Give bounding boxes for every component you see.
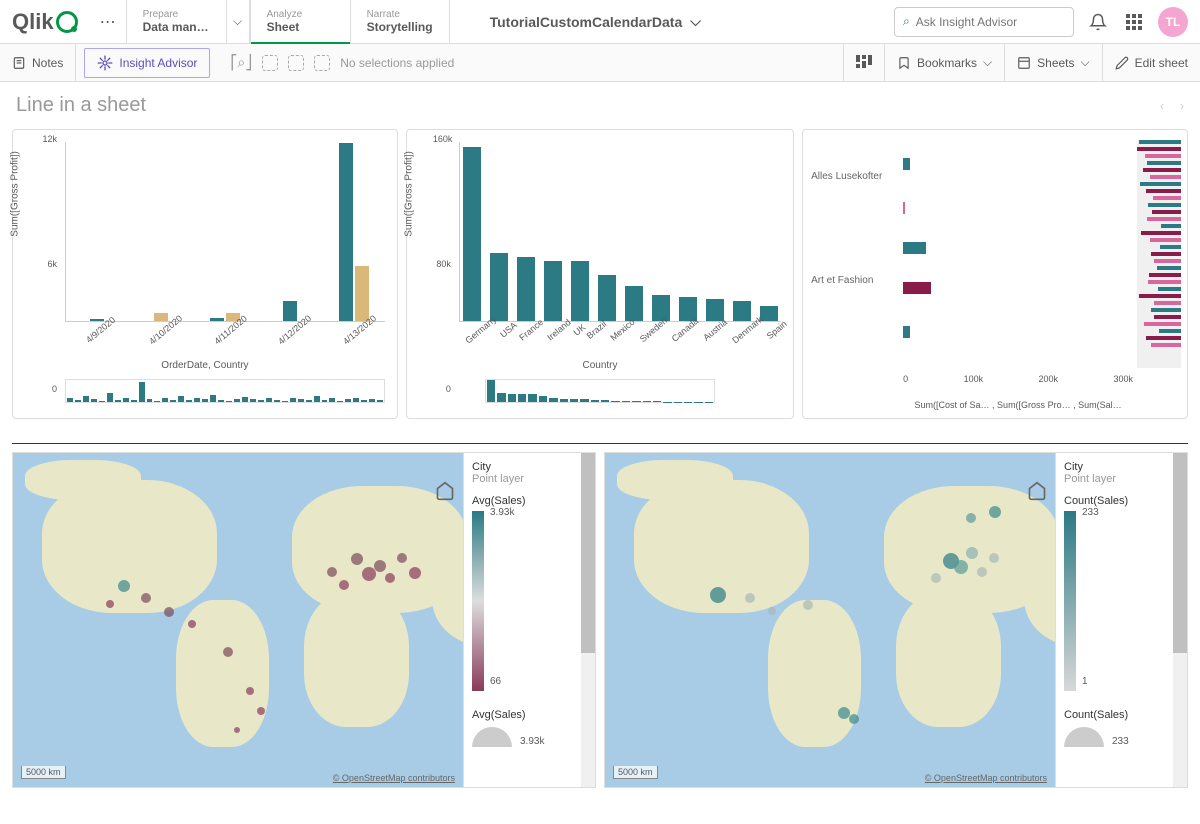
notes-button[interactable]: Notes — [0, 44, 76, 82]
more-menu-icon[interactable]: ⋯ — [90, 12, 126, 32]
search-icon: ⌕ — [903, 14, 910, 29]
legend-subtitle: Point layer — [1064, 473, 1179, 485]
tab-prepare-main: Data man… — [143, 20, 210, 34]
map-home-icon[interactable] — [435, 481, 455, 501]
brand-logo[interactable]: Qlik — [0, 9, 90, 35]
chart3-legend: Sum([Cost of Sa… , Sum([Gross Pro… , Sum… — [903, 400, 1133, 410]
legend-max: 3.93k — [490, 507, 514, 518]
tab-analyze-main: Sheet — [267, 20, 334, 34]
chart1-minimap[interactable] — [65, 379, 385, 403]
tab-analyze-sub: Analyze — [267, 9, 334, 20]
chart2-minimap[interactable] — [485, 379, 715, 403]
gauge-max: 233 — [1112, 736, 1129, 747]
sheets-button[interactable]: Sheets ⌵ — [1004, 44, 1101, 82]
legend-scrollbar[interactable] — [581, 453, 595, 787]
sheet-title: Line in a sheet — [16, 94, 146, 117]
selection-back-icon[interactable] — [262, 55, 278, 71]
app-title-dropdown[interactable]: TutorialCustomCalendarData ⌵ — [490, 13, 701, 30]
chart2-x-title: Country — [415, 360, 785, 371]
selections-tool-icon[interactable] — [843, 44, 884, 82]
notes-label: Notes — [32, 56, 63, 70]
legend-measure-2: Avg(Sales) — [472, 709, 587, 721]
legend-title: City — [472, 461, 587, 473]
user-avatar[interactable]: TL — [1158, 7, 1188, 37]
map-count-sales[interactable]: 5000 km © OpenStreetMap contributors Cit… — [604, 452, 1188, 788]
map-attribution: © OpenStreetMap contributors — [333, 773, 455, 783]
size-gauge-icon — [1064, 727, 1104, 747]
map-attribution: © OpenStreetMap contributors — [925, 773, 1047, 783]
chart1-y-label: Sum([Gross Profit]) — [10, 151, 21, 237]
edit-sheet-button[interactable]: Edit sheet — [1102, 44, 1200, 82]
gauge-max: 3.93k — [520, 736, 544, 747]
selection-clear-icon[interactable] — [314, 55, 330, 71]
app-title: TutorialCustomCalendarData — [490, 14, 683, 30]
insight-label: Insight Advisor — [119, 56, 197, 70]
tab-narrate[interactable]: Narrate Storytelling — [350, 0, 450, 44]
chevron-down-icon: ⌵ — [1081, 55, 1090, 70]
legend-min: 1 — [1082, 676, 1099, 687]
chart3-scroll-preview[interactable] — [1137, 140, 1181, 368]
bookmarks-button[interactable]: Bookmarks ⌵ — [884, 44, 1004, 82]
chart2-y-label: Sum([Gross Profit]) — [403, 151, 414, 237]
prev-sheet-icon[interactable]: ‹ — [1160, 99, 1164, 113]
chevron-down-icon: ⌵ — [983, 55, 992, 70]
search-input[interactable] — [916, 15, 1065, 29]
sheets-label: Sheets — [1037, 56, 1074, 70]
legend-scrollbar[interactable] — [1173, 453, 1187, 787]
map1-legend: City Point layer Avg(Sales) 3.93k 66 Avg… — [463, 453, 595, 787]
chart1-x-title: OrderDate, Country — [21, 360, 389, 371]
insight-advisor-button[interactable]: Insight Advisor — [84, 48, 210, 78]
legend-title: City — [1064, 461, 1179, 473]
chart-orderdate-country[interactable]: Sum([Gross Profit]) 12k6k0 4/9/20204/10/… — [12, 129, 398, 419]
legend-measure: Count(Sales) — [1064, 495, 1179, 507]
next-sheet-icon[interactable]: › — [1180, 99, 1184, 113]
legend-min: 66 — [490, 676, 514, 687]
tab-narrate-sub: Narrate — [367, 9, 433, 20]
prepare-chevron-icon[interactable]: ⌵ — [226, 0, 250, 44]
insight-search[interactable]: ⌕ — [894, 7, 1074, 37]
chart-country[interactable]: Sum([Gross Profit]) 160k80k0 GermanyUSAF… — [406, 129, 794, 419]
tab-narrate-main: Storytelling — [367, 20, 433, 34]
edit-label: Edit sheet — [1135, 56, 1188, 70]
map2-legend: City Point layer Count(Sales) 233 1 Coun… — [1055, 453, 1187, 787]
tab-prepare-sub: Prepare — [143, 9, 210, 20]
map-avg-sales[interactable]: 5000 km © OpenStreetMap contributors Cit… — [12, 452, 596, 788]
legend-measure: Avg(Sales) — [472, 495, 587, 507]
map-home-icon[interactable] — [1027, 481, 1047, 501]
chevron-down-icon: ⌵ — [690, 13, 701, 30]
map-scale: 5000 km — [613, 766, 658, 779]
legend-measure-2: Count(Sales) — [1064, 709, 1179, 721]
map-scale: 5000 km — [21, 766, 66, 779]
legend-max: 233 — [1082, 507, 1099, 518]
smart-search-icon[interactable]: ⎡⌕⎦ — [230, 54, 252, 71]
no-selections-label: No selections applied — [340, 56, 454, 70]
tab-prepare[interactable]: Prepare Data man… — [126, 0, 226, 44]
size-gauge-icon — [472, 727, 512, 747]
legend-subtitle: Point layer — [472, 473, 587, 485]
notifications-icon[interactable] — [1086, 10, 1110, 34]
selection-forward-icon[interactable] — [288, 55, 304, 71]
divider — [12, 443, 1188, 444]
bookmarks-label: Bookmarks — [917, 56, 977, 70]
tab-analyze[interactable]: Analyze Sheet — [250, 0, 350, 44]
chart-horizontal[interactable]: Alles LusekofterArt et Fashion 0100k200k… — [802, 129, 1188, 419]
apps-grid-icon[interactable] — [1122, 10, 1146, 34]
